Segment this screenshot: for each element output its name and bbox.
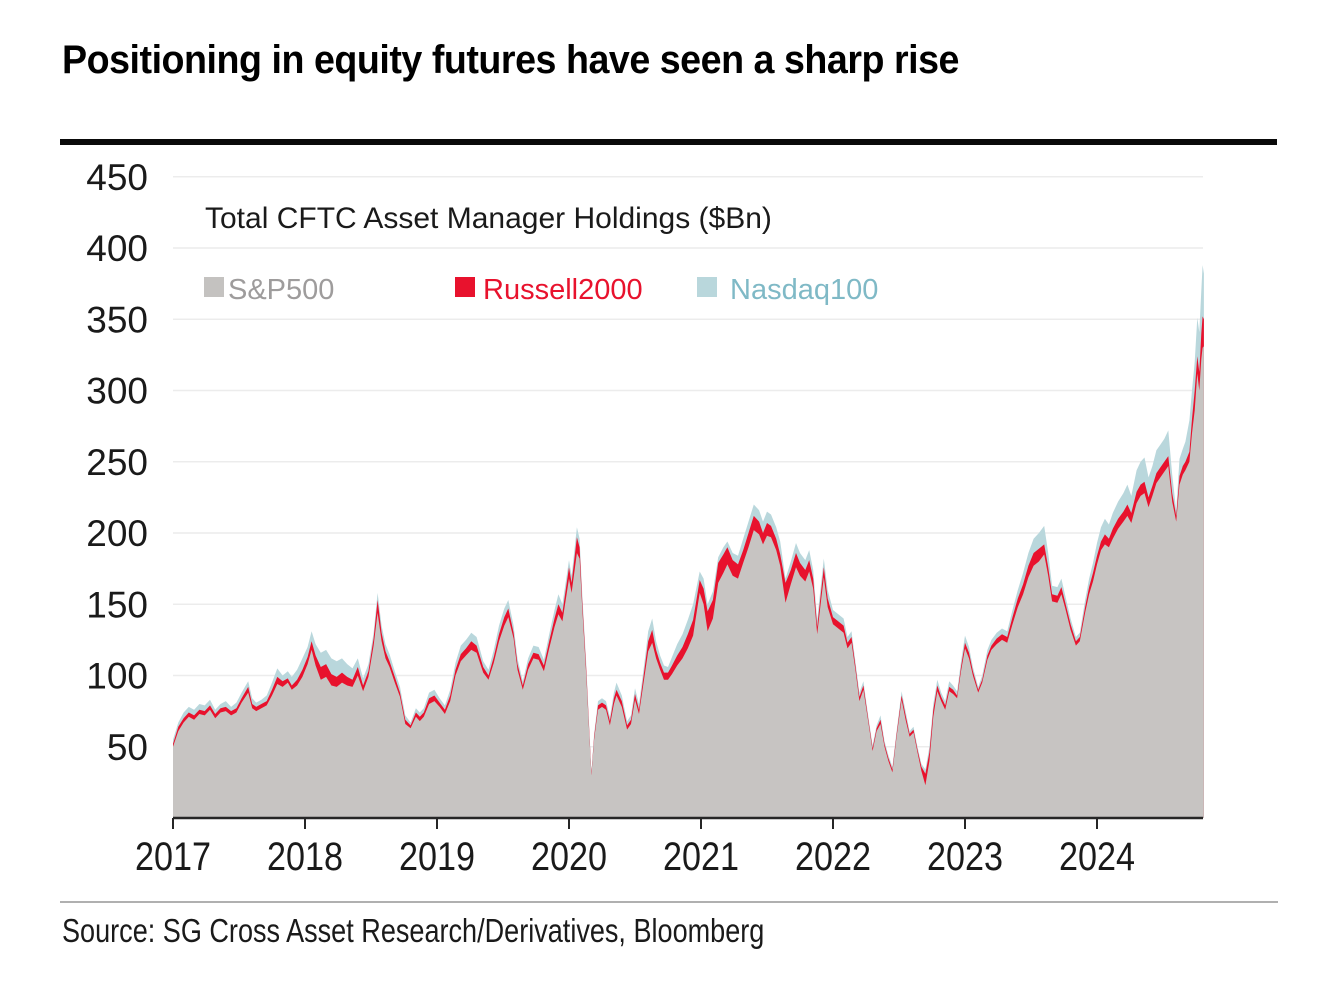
source-note: Source: SG Cross Asset Research/Derivati… [62, 912, 765, 949]
legend-label-nasdaq100: Nasdaq100 [730, 274, 879, 306]
stacked-areas [173, 265, 1204, 819]
y-axis-label-150: 150 [86, 584, 148, 625]
chart-heading: Total CFTC Asset Manager Holdings ($Bn) [205, 202, 772, 235]
y-axis-label-350: 350 [86, 299, 148, 340]
sp500-swatch-icon [204, 277, 224, 297]
y-axis-label-400: 400 [86, 228, 148, 269]
nasdaq100-swatch-icon [697, 277, 717, 297]
legend-label-russell2000: Russell2000 [483, 274, 643, 306]
x-axis-label-2020: 2020 [531, 835, 607, 879]
y-axis-label-100: 100 [86, 656, 148, 697]
x-axis-label-2021: 2021 [663, 835, 739, 879]
x-axis [172, 816, 1203, 829]
y-axis-label-450: 450 [86, 157, 148, 198]
x-axis-labels: 2017 2018 2019 2020 2021 2022 2023 2024 [135, 835, 1135, 879]
x-axis-label-2022: 2022 [795, 835, 871, 879]
x-axis-label-2024: 2024 [1059, 835, 1135, 879]
page-title: Positioning in equity futures have seen … [62, 38, 960, 82]
sp500-area [173, 346, 1204, 818]
y-axis-label-300: 300 [86, 371, 148, 412]
y-axis-label-250: 250 [86, 442, 148, 483]
legend-label-sp500: S&P500 [228, 274, 335, 306]
x-axis-label-2017: 2017 [135, 835, 211, 879]
y-axis-label-200: 200 [86, 513, 148, 554]
source-divider-rule [60, 901, 1278, 903]
title-divider-rule [60, 139, 1277, 145]
x-axis-label-2023: 2023 [927, 835, 1003, 879]
y-axis-labels: 50 100 150 200 250 300 350 400 450 [86, 157, 148, 768]
x-axis-label-2019: 2019 [399, 835, 475, 879]
russell2000-swatch-icon [455, 277, 475, 297]
y-axis-label-50: 50 [107, 727, 148, 768]
x-axis-label-2018: 2018 [267, 835, 343, 879]
